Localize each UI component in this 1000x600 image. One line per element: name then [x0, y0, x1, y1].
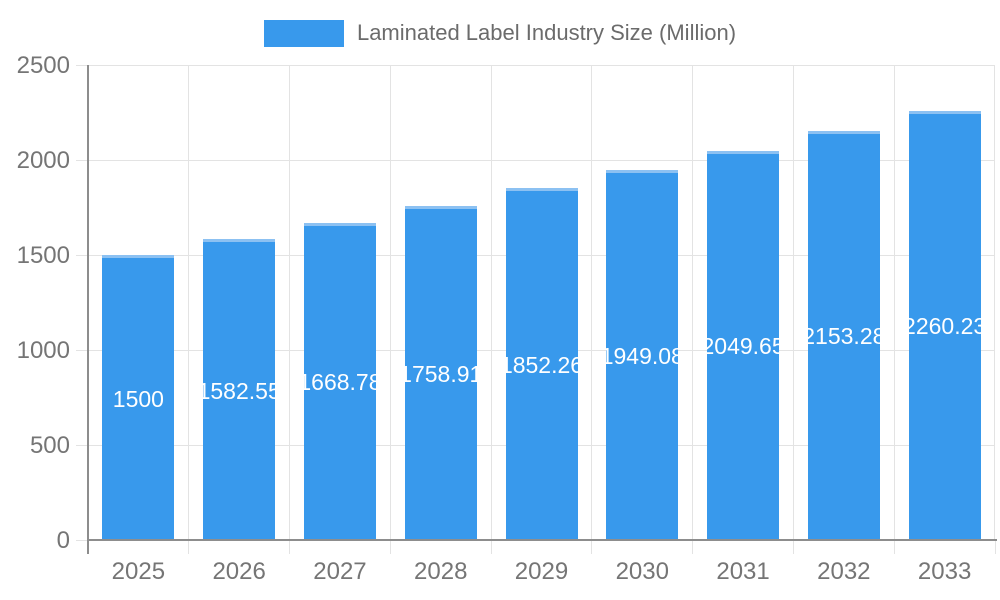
- bar-2025[interactable]: 1500: [102, 255, 175, 540]
- x-axis-tick: [389, 540, 391, 554]
- x-tick-label: 2032: [817, 558, 871, 585]
- bar-2026[interactable]: 1582.55: [203, 239, 276, 540]
- legend-item[interactable]: Laminated Label Industry Size (Million): [0, 17, 1000, 49]
- bar-2031[interactable]: 2049.65: [707, 150, 780, 540]
- y-tick-label: 2500: [16, 52, 70, 79]
- bar-value-label: 1949.08: [606, 342, 678, 369]
- x-axis-tick: [188, 540, 190, 554]
- gridline-vertical: [792, 65, 794, 540]
- bar-value-label: 1500: [112, 385, 164, 412]
- bar-value-label: 2049.65: [707, 333, 779, 360]
- gridline-horizontal: [88, 64, 995, 66]
- x-axis-tick: [591, 540, 593, 554]
- x-tick-label: 2026: [212, 558, 266, 585]
- gridline-vertical: [289, 65, 291, 540]
- y-tick-label: 1500: [16, 242, 70, 269]
- bar-value-label: 1852.26: [506, 352, 578, 379]
- bar-2027[interactable]: 1668.78: [303, 222, 376, 540]
- bar-value-label: 1668.78: [304, 369, 376, 396]
- x-tick-label: 2027: [313, 558, 367, 585]
- y-axis-tick: [76, 159, 88, 161]
- y-axis-tick: [76, 64, 88, 66]
- x-tick-label: 2025: [111, 558, 166, 585]
- bar-value-label: 1582.55: [203, 377, 275, 404]
- gridline-horizontal: [88, 159, 995, 161]
- gridline-vertical: [490, 65, 492, 540]
- bar-value-label: 2153.28: [808, 323, 880, 350]
- bar-2032[interactable]: 2153.28: [807, 130, 880, 540]
- y-axis-tick: [76, 254, 88, 256]
- y-axis-line: [86, 65, 89, 554]
- y-tick-label: 500: [29, 432, 70, 459]
- legend-swatch-icon: [263, 19, 344, 47]
- x-tick-label: 2031: [716, 558, 770, 585]
- gridline-vertical: [188, 65, 190, 540]
- y-tick-label: 1000: [16, 337, 70, 364]
- y-tick-label: 0: [56, 527, 70, 554]
- x-axis-tick: [994, 540, 996, 554]
- gridline-vertical: [692, 65, 694, 540]
- y-axis-tick: [76, 539, 88, 541]
- plot-area: 1500 1582.55 1668.78 1758.91 1852.26 1949.08 2…: [88, 64, 995, 540]
- x-axis-tick: [289, 540, 291, 554]
- x-axis-tick: [692, 540, 694, 554]
- bar-2029[interactable]: 1852.26: [505, 188, 578, 540]
- y-tick-label: 2000: [16, 147, 70, 174]
- x-axis-line: [86, 539, 997, 541]
- y-axis-tick: [76, 444, 88, 446]
- x-tick-label: 2033: [917, 558, 972, 585]
- bar-value-label: 1758.91: [405, 360, 477, 387]
- x-tick-label: 2028: [414, 558, 468, 585]
- x-tick-label: 2030: [615, 558, 669, 585]
- bar-2030[interactable]: 1949.08: [606, 169, 679, 540]
- legend-label: Laminated Label Industry Size (Million): [356, 20, 737, 45]
- gridline-vertical: [994, 65, 995, 540]
- x-tick-label: 2029: [514, 558, 569, 585]
- gridline-vertical: [591, 65, 593, 540]
- y-axis-tick: [76, 349, 88, 351]
- gridline-vertical: [893, 65, 895, 540]
- x-axis-tick: [490, 540, 492, 554]
- x-axis-tick: [792, 540, 794, 554]
- x-axis-tick: [893, 540, 895, 554]
- gridline-vertical: [389, 65, 391, 540]
- bar-2028[interactable]: 1758.91: [404, 205, 477, 540]
